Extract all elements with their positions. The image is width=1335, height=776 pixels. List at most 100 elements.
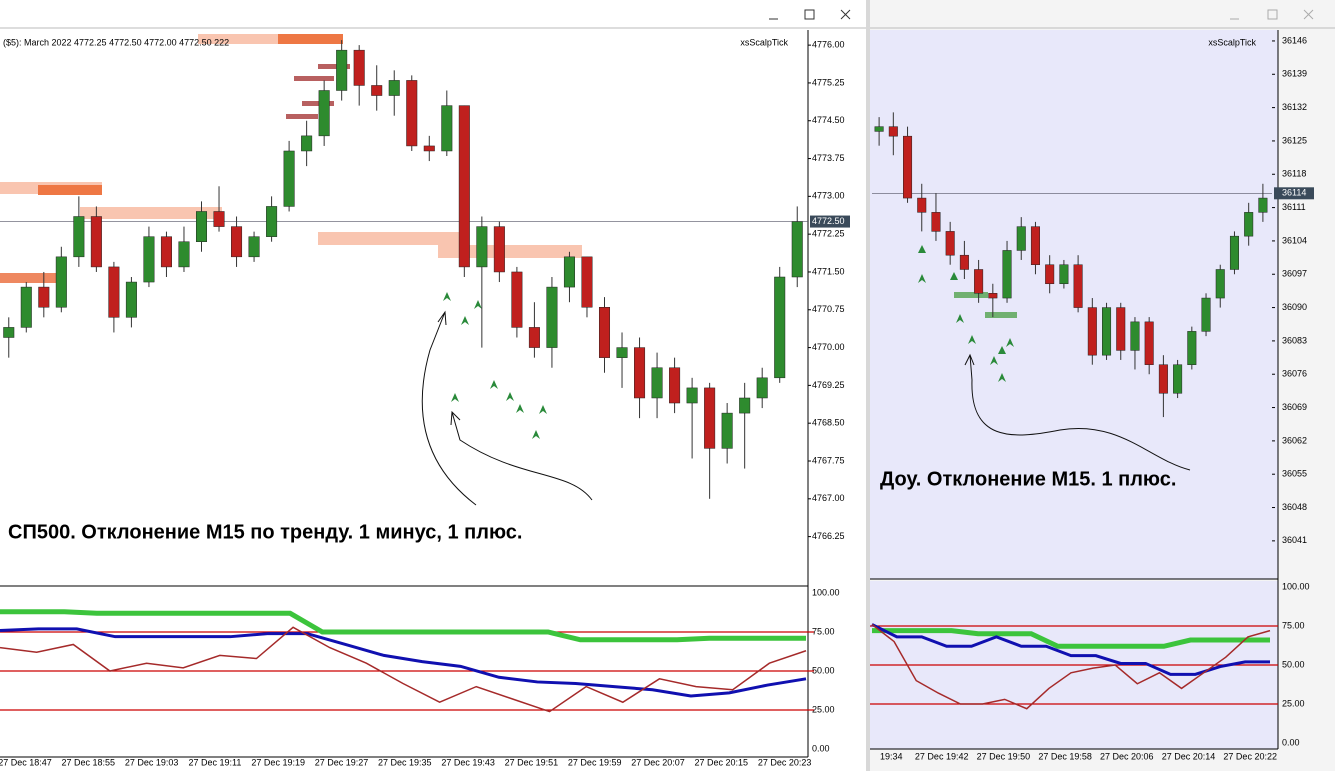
y-tick-label: 36048: [1282, 502, 1307, 512]
y-tick-label: 4770.75: [812, 304, 845, 314]
candle-body: [178, 241, 190, 268]
candle-body: [721, 412, 733, 449]
y-tick-label: 50.00: [812, 665, 835, 675]
candle-body: [1229, 235, 1239, 270]
y-tick-label: 4773.75: [812, 153, 845, 163]
candle-body: [388, 80, 400, 96]
time-label: 27 Dec 20:14: [1162, 751, 1216, 761]
candle-body: [931, 212, 941, 232]
candle-body: [917, 197, 927, 213]
y-tick-label: 75.00: [1282, 620, 1305, 630]
candle-body: [874, 126, 884, 132]
candle-body: [1144, 321, 1154, 365]
candle-body: [903, 135, 913, 199]
candle-body: [125, 281, 137, 318]
candle-body: [888, 126, 898, 137]
y-tick-label: 4767.00: [812, 493, 845, 503]
candle-body: [581, 256, 593, 308]
candle-body: [1258, 197, 1268, 213]
candle-body: [528, 327, 540, 348]
candle-body: [318, 90, 330, 137]
y-tick-label: 36139: [1282, 69, 1307, 79]
candle-body: [1030, 226, 1040, 265]
time-label: 27 Dec 20:22: [1223, 751, 1277, 761]
signal-zones: [0, 34, 1017, 318]
candle-body: [616, 347, 628, 358]
indicator-line: [871, 623, 1271, 710]
candle-body: [945, 231, 955, 256]
y-tick-label: 4772.25: [812, 229, 845, 239]
candle-body: [248, 236, 260, 258]
candle-body: [195, 211, 208, 242]
y-tick-label: 36104: [1282, 235, 1307, 245]
y-tick-label: 36076: [1282, 369, 1307, 379]
candle-body: [1016, 226, 1026, 251]
time-label: 27 Dec 19:59: [568, 757, 622, 767]
candle-body: [213, 211, 225, 227]
candle-body: [90, 216, 102, 268]
candle-body: [493, 226, 505, 273]
time-label: 27 Dec 19:19: [251, 757, 305, 767]
time-label: 27 Dec 19:42: [915, 751, 969, 761]
indicator-line: [872, 628, 1270, 649]
candle-body: [283, 150, 295, 207]
candle-body: [791, 221, 803, 278]
y-tick-label: 4766.25: [812, 531, 845, 541]
indicator-line: [871, 623, 1270, 676]
time-label: 27 Dec 19:58: [1038, 751, 1092, 761]
y-tick-label: 36055: [1282, 469, 1307, 479]
candle-body: [1173, 364, 1183, 394]
y-tick-label: 50.00: [1282, 659, 1305, 669]
time-label: 27 Dec 19:35: [378, 757, 432, 767]
annotation: СП500. Отклонение M15 по тренду. 1 минус…: [8, 521, 522, 543]
y-tick-label: 4768.50: [812, 418, 845, 428]
candle-body: [231, 226, 243, 258]
y-tick-label: 100.00: [812, 587, 840, 597]
candle-body: [563, 256, 575, 288]
y-tick-label: 25.00: [812, 704, 835, 714]
time-label: 19:34: [880, 751, 903, 761]
y-tick-label: 75.00: [812, 626, 835, 636]
y-tick-label: 0.00: [1282, 737, 1300, 747]
candle-body: [756, 377, 768, 399]
candle-body: [1244, 212, 1254, 237]
indicator-line: [0, 609, 806, 643]
annotation: Доу. Отклонение М15. 1 плюс.: [880, 468, 1176, 490]
candle-body: [1102, 307, 1112, 356]
candle-body: [959, 254, 969, 270]
splitter: [866, 0, 870, 771]
candle-body: [974, 269, 984, 294]
candle-body: [1116, 307, 1126, 351]
indicator-line: [0, 627, 807, 698]
current-price-box: [1274, 187, 1314, 200]
y-tick-label: 36041: [1282, 535, 1307, 545]
y-tick-label: 4776.00: [812, 39, 845, 49]
time-label: 27 Dec 20:23: [758, 757, 812, 767]
candle-body: [441, 105, 453, 152]
candle-body: [1073, 264, 1083, 308]
candle-body: [598, 306, 611, 358]
left-window: [0, 0, 866, 771]
time-label: 27 Dec 18:47: [0, 757, 52, 767]
current-price-label: 4772.50: [812, 216, 845, 226]
indicator-name: xsScalpTick: [1208, 37, 1256, 47]
frames: [0, 30, 1279, 758]
time-label: 27 Dec 20:07: [631, 757, 685, 767]
candle-body: [1087, 307, 1097, 356]
y-tick-label: 0.00: [812, 743, 830, 753]
candle-body: [704, 387, 716, 449]
current-price-box: [810, 215, 850, 228]
right-window-buttons[interactable]: [1230, 9, 1314, 20]
time-label: 27 Dec 19:11: [188, 757, 241, 767]
y-tick-label: 36069: [1282, 402, 1307, 412]
candle-body: [406, 80, 418, 147]
time-label: 27 Dec 19:51: [505, 757, 559, 767]
candle-body: [20, 286, 32, 328]
y-tick-label: 4770.00: [812, 342, 845, 352]
left-window-buttons[interactable]: [769, 9, 851, 20]
candle-body: [1201, 297, 1211, 332]
candle-body: [55, 256, 67, 308]
y-tick-label: 4771.50: [812, 266, 845, 276]
signal-arrows: [443, 245, 1014, 439]
candle-body: [1002, 250, 1012, 299]
